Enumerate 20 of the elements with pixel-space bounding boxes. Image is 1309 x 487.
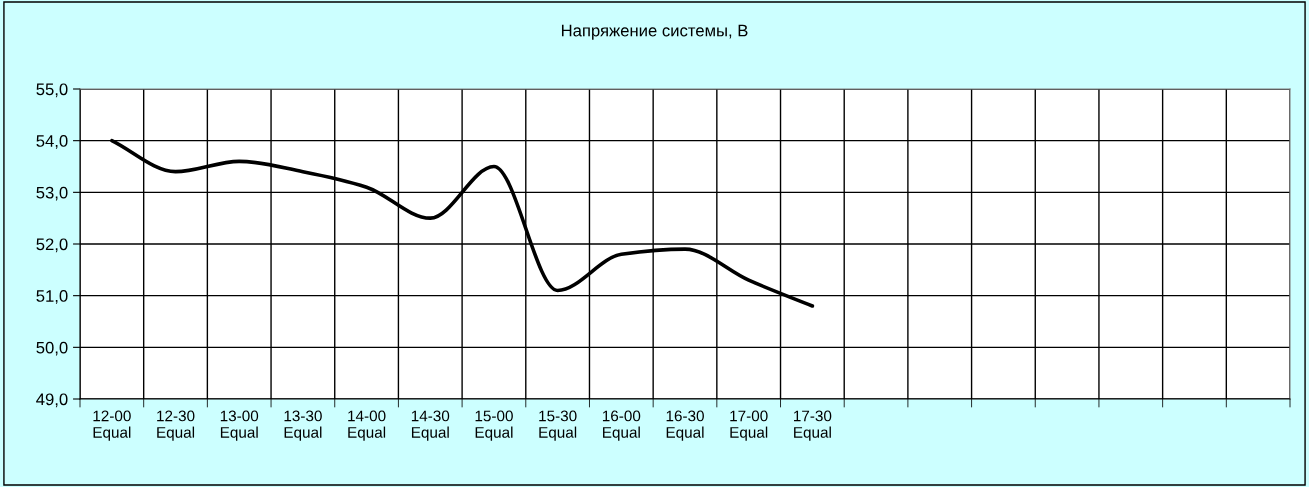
x-tick-label: 17-00 Equal <box>730 410 768 441</box>
x-tick-label: 12-30 Equal <box>157 410 195 441</box>
x-tick-label: 14-30 Equal <box>411 410 450 441</box>
y-tick-label: 53,0 <box>36 186 68 201</box>
x-tick-label: 14-00 Equal <box>348 410 386 441</box>
x-tick-label: 15-00 Equal <box>475 410 513 441</box>
x-tick-label: 12-00 Equal <box>93 410 131 441</box>
x-tick-label: 16-30 Equal <box>666 410 704 441</box>
x-tick-label: 15-30 Equal <box>539 410 577 441</box>
y-tick-label: 51,0 <box>36 290 68 304</box>
y-tick-label: 54,0 <box>36 135 68 149</box>
y-tick-label: 55,0 <box>36 83 68 98</box>
y-tick-label: 52,0 <box>36 238 68 253</box>
x-tick-label: 16-00 Equal <box>602 410 641 441</box>
x-tick-label: 13-00 Equal <box>220 410 259 441</box>
y-tick-label: 49,0 <box>36 393 68 408</box>
chart-title: Напряжение системы, В <box>561 24 748 40</box>
x-tick-label: 17-30 Equal <box>794 410 832 441</box>
x-tick-label: 13-30 Equal <box>284 410 322 441</box>
y-tick-label: 50,0 <box>36 341 68 356</box>
